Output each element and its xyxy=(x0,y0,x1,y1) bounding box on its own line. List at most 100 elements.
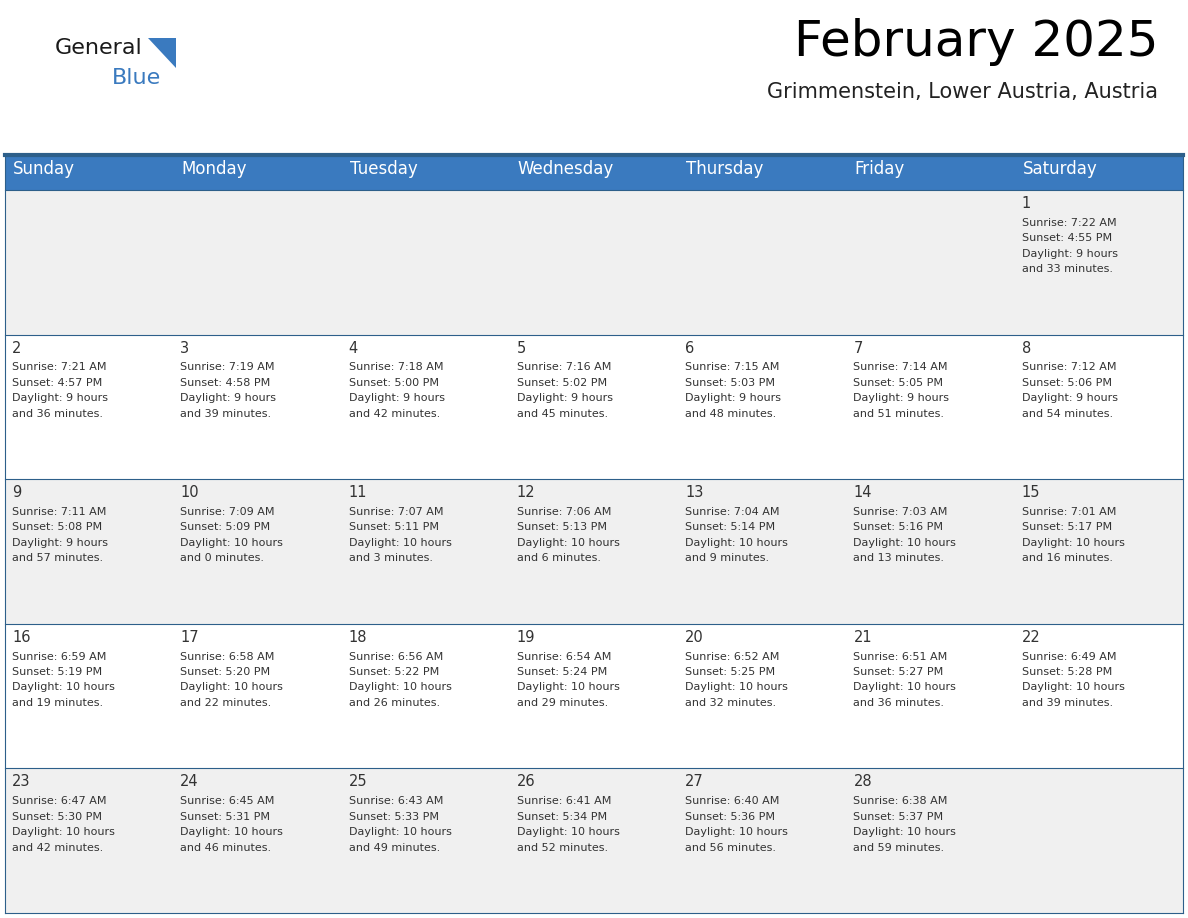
Text: Daylight: 9 hours: Daylight: 9 hours xyxy=(685,393,782,403)
Text: 24: 24 xyxy=(181,775,198,789)
Text: 6: 6 xyxy=(685,341,695,355)
Text: and 6 minutes.: and 6 minutes. xyxy=(517,554,601,564)
Text: Daylight: 10 hours: Daylight: 10 hours xyxy=(12,827,115,837)
Text: Thursday: Thursday xyxy=(687,160,764,178)
Text: Grimmenstein, Lower Austria, Austria: Grimmenstein, Lower Austria, Austria xyxy=(767,82,1158,102)
Bar xyxy=(846,190,1015,334)
Text: and 39 minutes.: and 39 minutes. xyxy=(1022,698,1113,708)
Text: Daylight: 9 hours: Daylight: 9 hours xyxy=(181,393,277,403)
Text: Sunset: 4:55 PM: Sunset: 4:55 PM xyxy=(1022,233,1112,243)
Text: Sunrise: 7:01 AM: Sunrise: 7:01 AM xyxy=(1022,507,1116,517)
Bar xyxy=(1015,155,1183,190)
Bar xyxy=(678,334,846,479)
Text: Tuesday: Tuesday xyxy=(349,160,417,178)
Text: Sunset: 5:05 PM: Sunset: 5:05 PM xyxy=(853,378,943,387)
Text: Sunrise: 7:11 AM: Sunrise: 7:11 AM xyxy=(12,507,107,517)
Text: 3: 3 xyxy=(181,341,189,355)
Text: and 59 minutes.: and 59 minutes. xyxy=(853,843,944,853)
Text: Sunrise: 7:15 AM: Sunrise: 7:15 AM xyxy=(685,363,779,373)
Text: Daylight: 9 hours: Daylight: 9 hours xyxy=(1022,249,1118,259)
Text: and 19 minutes.: and 19 minutes. xyxy=(12,698,103,708)
Text: and 36 minutes.: and 36 minutes. xyxy=(853,698,944,708)
Text: and 33 minutes.: and 33 minutes. xyxy=(1022,264,1113,274)
Text: Daylight: 9 hours: Daylight: 9 hours xyxy=(12,538,108,548)
Bar xyxy=(510,155,678,190)
Text: Sunset: 5:24 PM: Sunset: 5:24 PM xyxy=(517,667,607,677)
Text: and 16 minutes.: and 16 minutes. xyxy=(1022,554,1113,564)
Text: Sunset: 4:58 PM: Sunset: 4:58 PM xyxy=(181,378,271,387)
Text: Sunrise: 6:49 AM: Sunrise: 6:49 AM xyxy=(1022,652,1117,662)
Bar xyxy=(510,624,678,768)
Bar xyxy=(846,768,1015,913)
Bar xyxy=(173,155,342,190)
Bar xyxy=(5,334,173,479)
Text: 17: 17 xyxy=(181,630,198,644)
Text: Sunset: 5:13 PM: Sunset: 5:13 PM xyxy=(517,522,607,532)
Bar xyxy=(510,334,678,479)
Text: and 39 minutes.: and 39 minutes. xyxy=(181,409,271,419)
Text: Wednesday: Wednesday xyxy=(518,160,614,178)
Text: and 52 minutes.: and 52 minutes. xyxy=(517,843,608,853)
Text: and 42 minutes.: and 42 minutes. xyxy=(348,409,440,419)
Bar xyxy=(5,624,173,768)
Bar xyxy=(5,155,173,190)
Text: Sunset: 5:25 PM: Sunset: 5:25 PM xyxy=(685,667,776,677)
Bar xyxy=(678,768,846,913)
Bar xyxy=(342,155,510,190)
Bar xyxy=(846,624,1015,768)
Bar xyxy=(173,624,342,768)
Bar xyxy=(1015,624,1183,768)
Text: 18: 18 xyxy=(348,630,367,644)
Bar xyxy=(342,479,510,624)
Text: 27: 27 xyxy=(685,775,704,789)
Text: Daylight: 10 hours: Daylight: 10 hours xyxy=(348,827,451,837)
Text: Sunset: 5:22 PM: Sunset: 5:22 PM xyxy=(348,667,438,677)
Text: Sunrise: 6:58 AM: Sunrise: 6:58 AM xyxy=(181,652,274,662)
Text: and 3 minutes.: and 3 minutes. xyxy=(348,554,432,564)
Polygon shape xyxy=(148,38,176,68)
Text: 20: 20 xyxy=(685,630,704,644)
Text: and 13 minutes.: and 13 minutes. xyxy=(853,554,944,564)
Text: Sunset: 5:11 PM: Sunset: 5:11 PM xyxy=(348,522,438,532)
Text: and 0 minutes.: and 0 minutes. xyxy=(181,554,264,564)
Text: and 57 minutes.: and 57 minutes. xyxy=(12,554,103,564)
Text: Sunrise: 6:38 AM: Sunrise: 6:38 AM xyxy=(853,796,948,806)
Text: Sunset: 5:02 PM: Sunset: 5:02 PM xyxy=(517,378,607,387)
Text: Sunrise: 6:52 AM: Sunrise: 6:52 AM xyxy=(685,652,779,662)
Bar xyxy=(678,190,846,334)
Text: Daylight: 10 hours: Daylight: 10 hours xyxy=(181,538,283,548)
Bar xyxy=(1015,334,1183,479)
Bar xyxy=(846,479,1015,624)
Text: and 26 minutes.: and 26 minutes. xyxy=(348,698,440,708)
Text: Daylight: 10 hours: Daylight: 10 hours xyxy=(348,682,451,692)
Text: Daylight: 10 hours: Daylight: 10 hours xyxy=(685,682,788,692)
Bar xyxy=(846,334,1015,479)
Text: Saturday: Saturday xyxy=(1023,160,1098,178)
Text: 28: 28 xyxy=(853,775,872,789)
Text: Sunset: 5:31 PM: Sunset: 5:31 PM xyxy=(181,812,271,822)
Text: Daylight: 9 hours: Daylight: 9 hours xyxy=(12,393,108,403)
Text: Sunrise: 7:06 AM: Sunrise: 7:06 AM xyxy=(517,507,612,517)
Text: Sunset: 5:16 PM: Sunset: 5:16 PM xyxy=(853,522,943,532)
Text: Sunset: 5:09 PM: Sunset: 5:09 PM xyxy=(181,522,271,532)
Text: Daylight: 10 hours: Daylight: 10 hours xyxy=(348,538,451,548)
Text: and 48 minutes.: and 48 minutes. xyxy=(685,409,777,419)
Text: Daylight: 10 hours: Daylight: 10 hours xyxy=(1022,538,1125,548)
Text: General: General xyxy=(55,38,143,58)
Text: Daylight: 9 hours: Daylight: 9 hours xyxy=(853,393,949,403)
Bar xyxy=(342,334,510,479)
Text: 14: 14 xyxy=(853,486,872,500)
Text: and 29 minutes.: and 29 minutes. xyxy=(517,698,608,708)
Bar xyxy=(510,479,678,624)
Text: Sunrise: 7:12 AM: Sunrise: 7:12 AM xyxy=(1022,363,1117,373)
Text: February 2025: February 2025 xyxy=(794,18,1158,66)
Text: Sunset: 5:17 PM: Sunset: 5:17 PM xyxy=(1022,522,1112,532)
Bar xyxy=(342,190,510,334)
Text: Sunset: 5:08 PM: Sunset: 5:08 PM xyxy=(12,522,102,532)
Text: and 49 minutes.: and 49 minutes. xyxy=(348,843,440,853)
Text: 4: 4 xyxy=(348,341,358,355)
Text: Sunset: 5:06 PM: Sunset: 5:06 PM xyxy=(1022,378,1112,387)
Text: Sunrise: 6:40 AM: Sunrise: 6:40 AM xyxy=(685,796,779,806)
Text: Sunset: 5:03 PM: Sunset: 5:03 PM xyxy=(685,378,775,387)
Text: and 54 minutes.: and 54 minutes. xyxy=(1022,409,1113,419)
